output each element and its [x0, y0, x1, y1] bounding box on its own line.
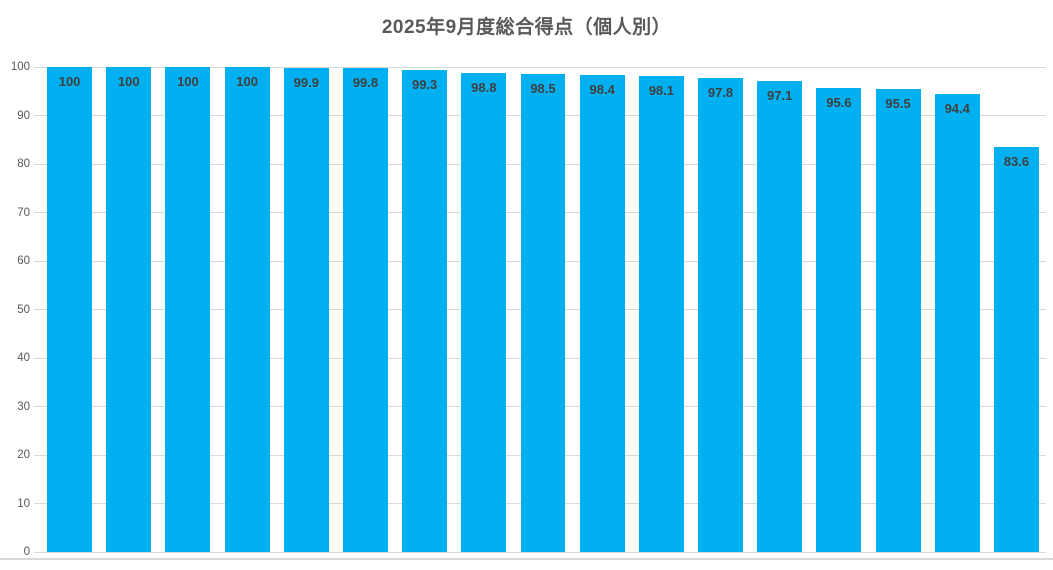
- bar: 100: [224, 67, 270, 552]
- y-axis-tick-label: 50: [17, 303, 30, 316]
- y-axis-tick-label: 60: [17, 255, 30, 267]
- bar-data-label: 100: [236, 74, 258, 89]
- bar: 99.3: [402, 70, 448, 552]
- bar-data-label: 95.5: [885, 95, 911, 111]
- bar: 95.6: [816, 88, 862, 552]
- bar: 97.8: [698, 77, 743, 552]
- bar-data-label: 98.5: [530, 81, 556, 97]
- bar-data-label: 97.1: [767, 88, 793, 104]
- major-gridline: [34, 551, 1046, 553]
- y-axis-tick-label: 70: [17, 206, 30, 219]
- bar: 99.8: [342, 67, 388, 552]
- bar: 100: [165, 67, 211, 552]
- bar-data-label: 98.4: [589, 81, 615, 97]
- bar-data-label: 100: [177, 74, 199, 89]
- bar-data-label: 95.6: [826, 95, 852, 111]
- y-axis-tick-label: 90: [17, 109, 30, 122]
- y-axis-tick-label: 0: [23, 546, 30, 558]
- bar-data-label: 99.3: [411, 77, 438, 93]
- bar: 83.6: [993, 146, 1039, 552]
- plot-area: 100 100 100 100 99.9 99.8 99.3 98.8 98.5 98.4 98.1…: [34, 66, 1046, 553]
- bar: 98.5: [520, 74, 566, 552]
- bar-data-label: 94.4: [944, 101, 970, 117]
- y-axis-tick-label: 10: [17, 497, 30, 510]
- y-axis-tick-label: 30: [17, 400, 30, 413]
- bar-data-label: 100: [117, 74, 140, 89]
- chart-bottom-border: [0, 558, 1053, 560]
- bar-data-label: 99.9: [293, 74, 319, 90]
- bar-data-label: 99.8: [352, 74, 379, 90]
- bar-data-label: 98.8: [471, 79, 497, 95]
- y-axis-tick-label: 40: [17, 352, 30, 364]
- bar: 100: [106, 67, 152, 552]
- bar-data-label: 98.1: [648, 83, 674, 99]
- y-axis-tick-label: 80: [17, 158, 30, 170]
- bar: 98.1: [638, 76, 684, 552]
- major-gridline: [34, 66, 1046, 68]
- bar: 99.9: [283, 67, 329, 552]
- bar: 100: [47, 67, 93, 552]
- y-axis-labels: 0 10 20 30 40 50 60 70 80 90 100: [0, 61, 30, 558]
- bar-data-label: 83.6: [1003, 153, 1030, 169]
- bar: 98.8: [461, 72, 507, 552]
- bar-data-label: 97.8: [707, 84, 734, 100]
- bar: 94.4: [934, 94, 980, 552]
- bar-data-label: 100: [58, 74, 81, 89]
- chart-title: 2025年9月度総合得点（個人別）: [381, 17, 672, 38]
- bar: 98.4: [579, 74, 625, 552]
- y-axis-tick-label: 100: [10, 61, 30, 73]
- bar: 97.1: [757, 81, 803, 552]
- y-axis-tick-label: 20: [17, 449, 30, 461]
- bar: 95.5: [875, 88, 921, 552]
